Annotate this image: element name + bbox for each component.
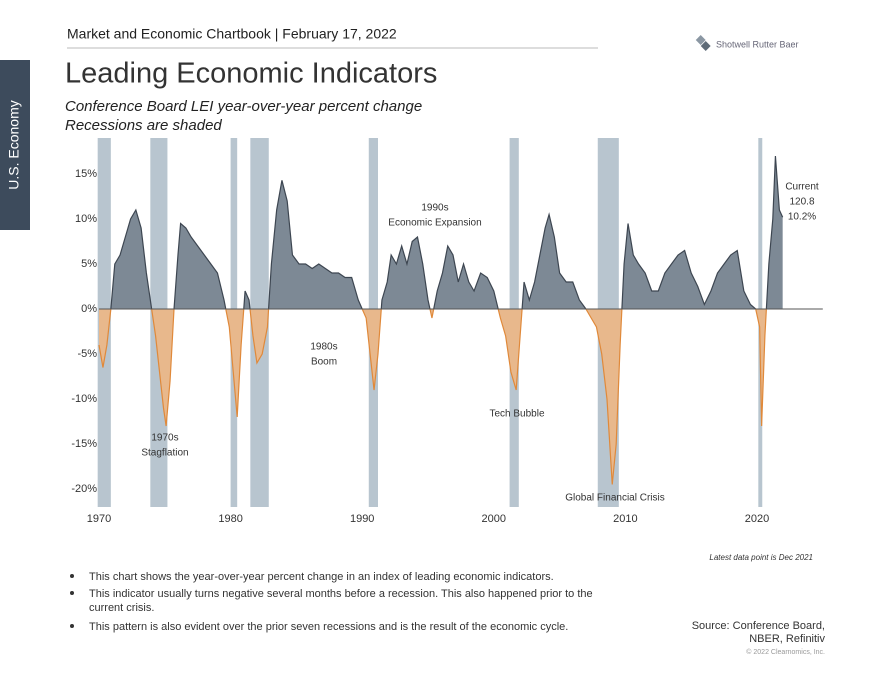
subtitle: Conference Board LEI year-over-year perc… bbox=[65, 98, 422, 115]
section-tab bbox=[0, 60, 30, 230]
annotation: 120.8 bbox=[789, 197, 814, 208]
bullet: This indicator usually turns negative se… bbox=[89, 588, 593, 600]
annotation: Current bbox=[785, 182, 819, 193]
header: Market and Economic Chartbook | February… bbox=[67, 26, 397, 42]
y-tick-label: -15% bbox=[71, 438, 97, 450]
y-tick-label: 5% bbox=[81, 258, 97, 270]
bullets: This chart shows the year-over-year perc… bbox=[70, 571, 593, 633]
bullet: This pattern is also evident over the pr… bbox=[89, 621, 568, 633]
x-tick-label: 2020 bbox=[745, 513, 769, 525]
copyright: © 2022 Clearnomics, Inc. bbox=[746, 648, 825, 656]
section-label: U.S. Economy bbox=[6, 100, 22, 189]
y-tick-label: 0% bbox=[81, 303, 97, 315]
annotation: Global Financial Crisis bbox=[565, 493, 664, 504]
annotation: Boom bbox=[311, 357, 337, 368]
source: NBER, Refinitiv bbox=[749, 633, 825, 645]
x-tick-label: 1980 bbox=[218, 513, 242, 525]
x-tick-label: 1970 bbox=[87, 513, 111, 525]
logo-icon bbox=[695, 35, 711, 51]
y-tick-label: 10% bbox=[75, 213, 97, 225]
annotation: Economic Expansion bbox=[388, 218, 481, 229]
note: Latest data point is Dec 2021 bbox=[709, 553, 813, 562]
bullet: This chart shows the year-over-year perc… bbox=[89, 571, 554, 583]
bullet: current crisis. bbox=[89, 602, 154, 614]
logo: Shotwell Rutter Baer bbox=[716, 39, 799, 49]
annotation: 1970s bbox=[151, 433, 178, 444]
annotation: 1980s bbox=[310, 342, 337, 353]
subtitle: Recessions are shaded bbox=[65, 117, 222, 134]
x-tick-label: 2010 bbox=[613, 513, 637, 525]
positive-line bbox=[110, 155, 784, 309]
x-tick-label: 2000 bbox=[482, 513, 506, 525]
y-tick-label: 15% bbox=[75, 168, 97, 180]
negative-area bbox=[99, 309, 783, 485]
annotation: Stagflation bbox=[141, 448, 188, 459]
x-tick-label: 1990 bbox=[350, 513, 374, 525]
y-tick-label: -10% bbox=[71, 393, 97, 405]
annotation: 10.2% bbox=[788, 212, 816, 223]
y-tick-label: -5% bbox=[77, 348, 97, 360]
annotation: 1990s bbox=[421, 203, 448, 214]
chart-title: Leading Economic Indicators bbox=[65, 58, 437, 90]
y-tick-label: -20% bbox=[71, 483, 97, 495]
positive-area bbox=[99, 156, 783, 309]
source: Source: Conference Board, bbox=[692, 620, 825, 632]
annotation: Tech Bubble bbox=[489, 409, 544, 420]
